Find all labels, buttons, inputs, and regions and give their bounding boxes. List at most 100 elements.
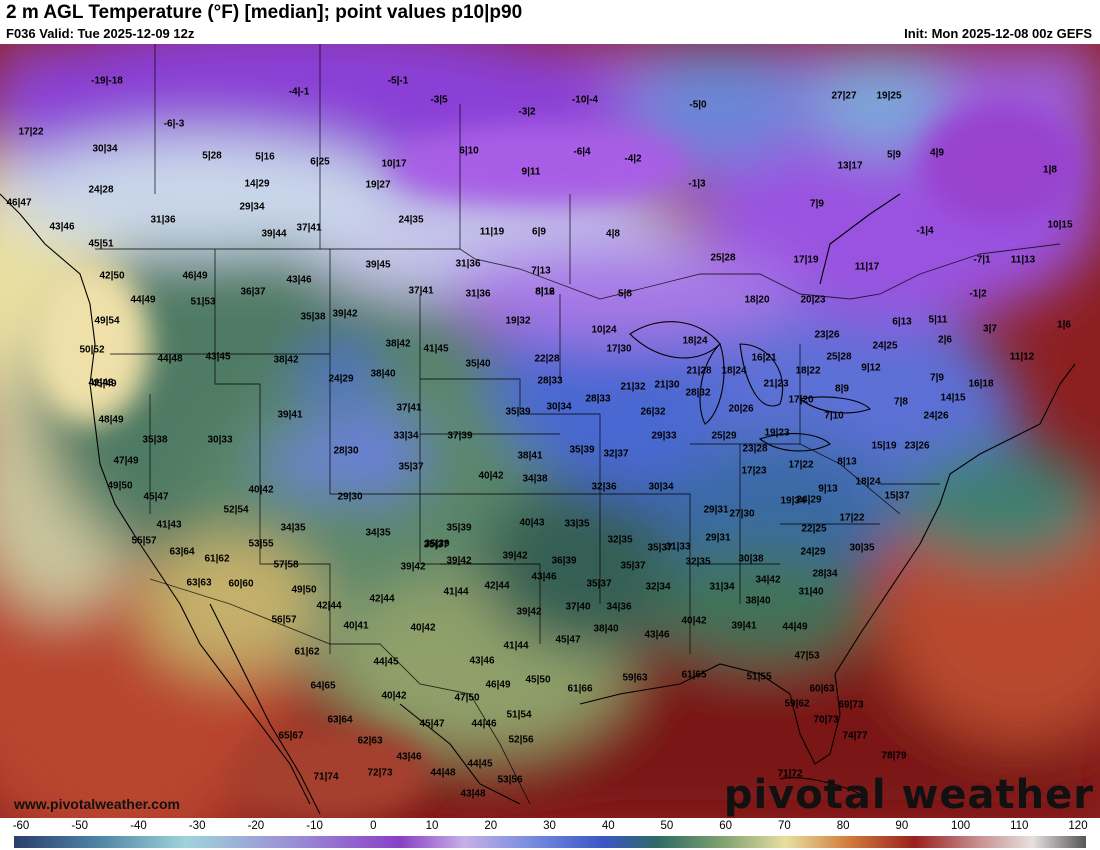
point-value-label: 26|32 <box>640 406 666 418</box>
legend-tick-label: -30 <box>188 820 206 832</box>
point-value-label: 31|33 <box>665 541 691 553</box>
point-value-label: 35|39 <box>505 406 531 418</box>
point-value-label: 39|42 <box>400 561 426 573</box>
point-value-label: 6|13 <box>892 316 912 328</box>
point-value-label: 39|42 <box>332 308 358 320</box>
point-value-label: 41|43 <box>156 519 182 531</box>
point-value-label: 33|34 <box>393 430 419 442</box>
point-value-label: -4|-1 <box>288 86 310 98</box>
point-value-label: 19|23 <box>764 427 790 439</box>
point-value-label: 37|41 <box>396 402 422 414</box>
point-value-label: 11|12 <box>1009 351 1035 363</box>
point-value-label: 21|30 <box>654 379 680 391</box>
point-value-label: 24|25 <box>872 340 898 352</box>
colorbar <box>14 836 1086 848</box>
point-value-label: 45|49 <box>91 378 117 390</box>
point-value-label: 30|34 <box>546 401 572 413</box>
legend-tick-label: 120 <box>1068 820 1088 832</box>
point-value-label: 60|63 <box>809 683 835 695</box>
point-value-label: 43|48 <box>460 788 486 800</box>
point-value-label: 44|45 <box>373 656 399 668</box>
point-value-label: 24|35 <box>398 214 424 226</box>
point-value-label: 36|37 <box>240 286 266 298</box>
point-value-label: 35|37 <box>423 539 449 551</box>
point-value-label: 15|19 <box>871 440 897 452</box>
legend-tick-label: 110 <box>1010 820 1029 832</box>
point-value-label: 59|63 <box>622 672 648 684</box>
point-value-label: 63|63 <box>186 577 212 589</box>
point-value-label: -1|4 <box>916 225 934 237</box>
point-value-label: 38|40 <box>370 368 396 380</box>
point-value-label: 6|25 <box>310 156 330 168</box>
point-value-label: 69|73 <box>838 699 864 711</box>
point-value-label: 30|38 <box>738 553 764 565</box>
point-value-label: 41|45 <box>423 343 449 355</box>
point-value-label: 14|29 <box>244 178 270 190</box>
point-value-label: -19|-18 <box>91 75 123 87</box>
point-value-label: -5|0 <box>689 99 707 111</box>
point-value-label: 30|33 <box>207 434 233 446</box>
point-value-label: 8|13 <box>837 456 857 468</box>
legend-tick-label: 60 <box>719 820 733 832</box>
legend-tick-label: 50 <box>660 820 674 832</box>
point-value-label: 7|10 <box>824 410 844 422</box>
point-value-label: 8|16 <box>535 286 555 298</box>
point-value-label: 9|12 <box>861 362 881 374</box>
point-value-label: 23|26 <box>814 329 840 341</box>
point-value-label: 44|45 <box>467 758 493 770</box>
point-value-label: 32|35 <box>685 556 711 568</box>
point-value-label: 42|44 <box>369 593 395 605</box>
point-value-label: 29|31 <box>703 504 729 516</box>
point-value-label: 34|36 <box>606 601 632 613</box>
point-value-label: 14|15 <box>940 392 966 404</box>
point-value-label: 24|29 <box>800 546 826 558</box>
point-value-label: 24|28 <box>88 184 114 196</box>
point-value-label: 74|77 <box>842 730 868 742</box>
legend-tick-label: 90 <box>895 820 909 832</box>
point-value-label: 38|41 <box>517 450 543 462</box>
point-value-label: 29|31 <box>705 532 731 544</box>
point-value-label: 31|36 <box>150 214 176 226</box>
point-value-label: 43|46 <box>49 221 75 233</box>
point-value-label: 41|44 <box>503 640 529 652</box>
point-value-label: 17|19 <box>793 254 819 266</box>
point-value-label: 35|37 <box>398 461 424 473</box>
point-value-label: 39|42 <box>502 550 528 562</box>
point-value-label: 29|34 <box>239 201 265 213</box>
point-value-label: 7|13 <box>531 265 551 277</box>
point-value-label: 18|24 <box>721 365 747 377</box>
legend-tick-label: 80 <box>836 820 850 832</box>
point-value-label: 32|35 <box>607 534 633 546</box>
point-value-label: 51|55 <box>746 671 772 683</box>
point-value-label: 28|33 <box>585 393 611 405</box>
point-value-label: 38|42 <box>385 338 411 350</box>
point-value-label: 19|25 <box>876 90 902 102</box>
legend-tick-label: -20 <box>247 820 265 832</box>
point-value-label: 17|20 <box>788 394 814 406</box>
legend-tick-label: 100 <box>950 820 971 832</box>
point-value-label: 51|54 <box>506 709 532 721</box>
point-value-label: 46|47 <box>6 197 32 209</box>
point-value-label: 29|33 <box>651 430 677 442</box>
point-value-label: 3|7 <box>983 323 997 335</box>
point-value-label: 32|37 <box>603 448 629 460</box>
point-value-label: 34|35 <box>280 522 306 534</box>
point-value-label: 20|23 <box>800 294 826 306</box>
point-value-label: -1|2 <box>969 288 987 300</box>
point-value-label: 37|41 <box>296 222 322 234</box>
site-credit: www.pivotalweather.com <box>14 796 180 812</box>
point-value-label: 5|16 <box>255 151 275 163</box>
point-value-label: 17|22 <box>788 459 814 471</box>
point-value-label: 53|56 <box>497 774 523 786</box>
point-value-label: 22|28 <box>534 353 560 365</box>
point-value-label: 43|46 <box>286 274 312 286</box>
point-value-label: 5|8 <box>618 288 632 300</box>
point-value-label: 24|26 <box>923 410 949 422</box>
point-value-label: 7|9 <box>930 372 944 384</box>
point-value-label: 22|25 <box>801 523 827 535</box>
point-value-label: 24|29 <box>328 373 354 385</box>
point-value-label: 49|54 <box>94 315 120 327</box>
point-value-label: 5|9 <box>887 149 901 161</box>
point-value-label: 11|17 <box>854 261 880 273</box>
point-value-label: 44|48 <box>430 767 456 779</box>
